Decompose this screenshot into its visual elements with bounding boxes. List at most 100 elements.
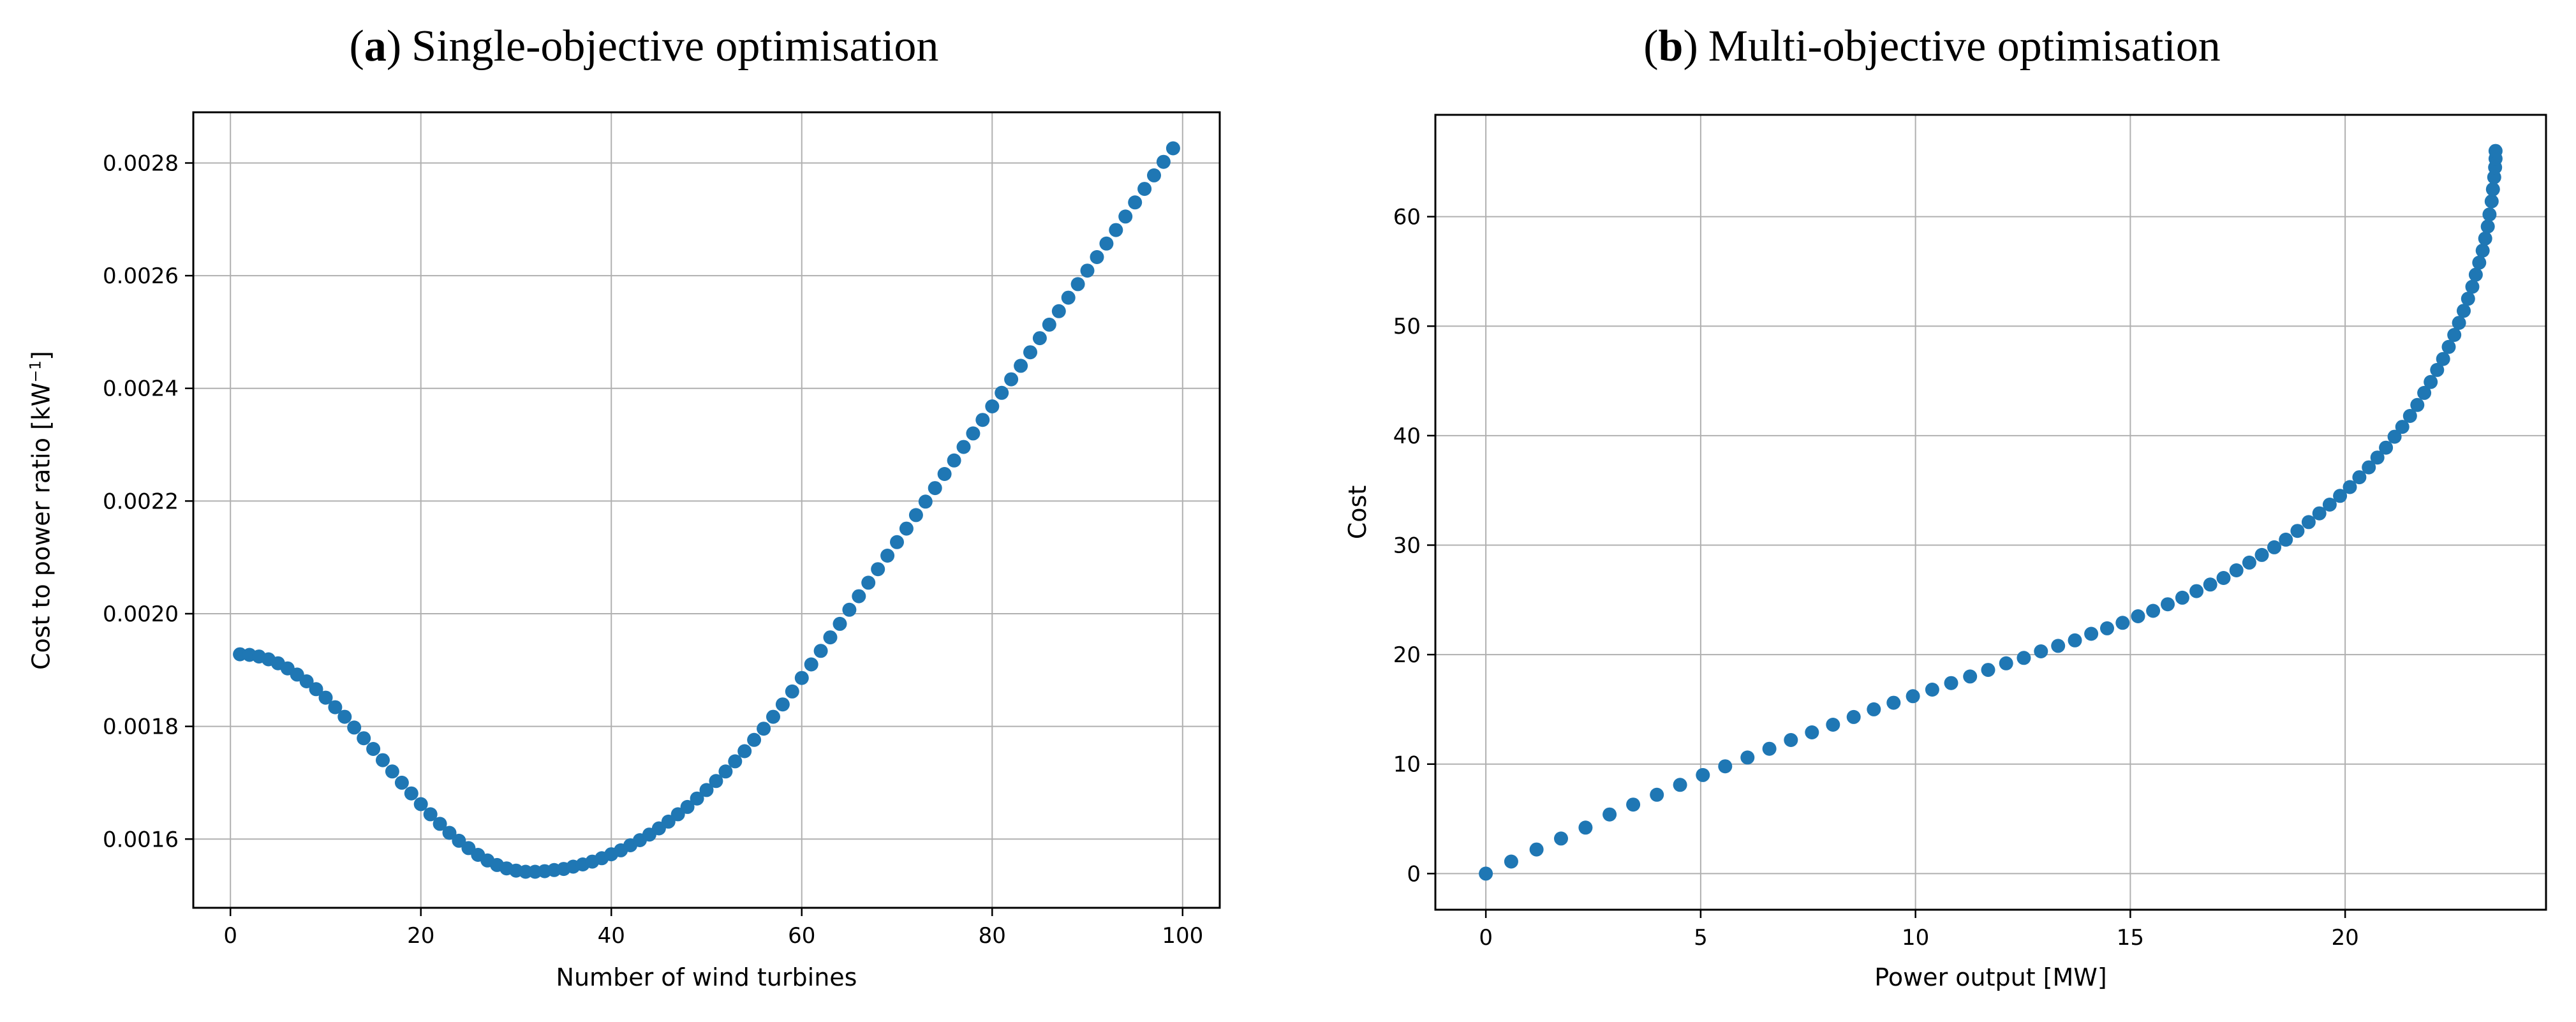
scatter-point: [1070, 277, 1085, 292]
scatter-point: [928, 481, 942, 496]
scatter-point: [1090, 250, 1104, 264]
panel-a-plot: 0 20 40 60 80 100 0.0016 0.0018 0.0020 0.0022 0.00…: [103, 111, 1221, 949]
scatter-point: [956, 440, 971, 454]
scatter-point: [757, 722, 771, 736]
y-tick-label: 60: [1393, 205, 1421, 230]
scatter-point: [2488, 144, 2503, 158]
y-tick-label: 0.0026: [103, 263, 179, 289]
x-tick-label: 60: [788, 923, 815, 949]
scatter-point: [1032, 331, 1047, 346]
scatter-point: [376, 753, 390, 767]
scatter-point: [1080, 263, 1095, 278]
scatter-point: [737, 744, 752, 759]
scatter-point: [413, 797, 428, 811]
panel-a-tag-open: (: [349, 22, 364, 71]
scatter-point: [1886, 695, 1901, 710]
scatter-point: [1603, 807, 1617, 822]
scatter-point: [309, 682, 323, 697]
panel-b-tag-open: (: [1643, 22, 1659, 71]
scatter-point: [995, 385, 1009, 400]
scatter-point: [452, 833, 466, 848]
scatter-point: [2441, 339, 2456, 354]
scatter-point: [1673, 778, 1687, 792]
scatter-point: [2484, 194, 2499, 209]
scatter-point: [2402, 409, 2417, 423]
scatter-point: [813, 644, 828, 658]
y-tick-label: 10: [1393, 752, 1421, 778]
y-tick-label: 50: [1393, 314, 1421, 339]
scatter-point: [670, 807, 685, 822]
scatter-point: [766, 709, 780, 724]
grid-lines: [193, 112, 1220, 908]
scatter-point: [2485, 182, 2500, 196]
scatter-point: [1554, 831, 1568, 846]
panel-a-xlabel: Number of wind turbines: [556, 963, 857, 991]
scatter-point: [2068, 633, 2082, 648]
y-tick-label: 0.0028: [103, 151, 179, 176]
axes-frame: [192, 111, 1221, 909]
scatter-point: [890, 535, 904, 549]
scatter-point: [1963, 669, 1978, 684]
scatter-point: [794, 670, 809, 685]
tick-marks: [1427, 216, 2346, 918]
scatter-point: [2161, 597, 2175, 612]
scatter-point: [2370, 450, 2385, 465]
tick-labels: 0 5 10 15 20 0 10 20 30 40 50 60: [1393, 205, 2359, 951]
scatter-point: [1042, 317, 1056, 332]
scatter-point: [423, 807, 438, 822]
scatter-point: [2312, 506, 2327, 521]
y-tick-label: 0.0018: [103, 715, 179, 740]
panel-b-tag-close: ): [1683, 22, 1698, 71]
scatter-point: [2189, 584, 2204, 598]
scatter-point: [2034, 644, 2048, 658]
scatter-point: [937, 467, 952, 481]
x-tick-label: 0: [1479, 925, 1493, 951]
grid-lines: [1435, 115, 2546, 910]
scatter-point: [1826, 718, 1840, 732]
y-tick-label: 40: [1393, 424, 1421, 449]
panel-a-ylabel-sup: −1: [26, 360, 45, 383]
scatter-point: [328, 700, 343, 715]
scatter-point: [442, 826, 457, 840]
panel-b-title-text: Multi-objective optimisation: [1708, 22, 2221, 71]
scatter-point: [2410, 397, 2425, 412]
scatter-point: [1846, 709, 1861, 724]
scatter-point: [1867, 702, 1881, 716]
scatter-point: [385, 764, 399, 779]
scatter-point: [880, 549, 895, 563]
scatter-point: [661, 814, 676, 829]
scatter-point: [2352, 470, 2367, 485]
scatter-point: [2478, 231, 2492, 246]
x-tick-label: 40: [598, 923, 625, 949]
scatter-point: [1906, 689, 1920, 704]
scatter-point: [842, 602, 857, 617]
x-tick-label: 80: [979, 923, 1006, 949]
scatter-point: [747, 732, 762, 747]
scatter-point: [918, 494, 933, 509]
scatter-point: [2131, 609, 2145, 623]
scatter-point: [833, 616, 847, 631]
scatter-point: [1740, 750, 1755, 765]
scatter-point: [852, 589, 866, 604]
scatter-point: [2322, 498, 2337, 512]
scatter-point: [1004, 372, 1019, 387]
y-tick-label: 0.0020: [103, 602, 179, 627]
scatter-point: [785, 684, 799, 699]
scatter-point: [366, 742, 381, 756]
scatter-point: [2475, 243, 2490, 258]
scatter-point: [299, 674, 314, 688]
scatter-point: [871, 562, 885, 577]
scatter-point: [2387, 429, 2402, 444]
scatter-point: [318, 690, 333, 705]
scatter-point: [1529, 842, 1544, 857]
scatter-point: [1999, 656, 2013, 670]
y-tick-label: 0.0022: [103, 489, 179, 514]
scatter-point: [2267, 540, 2281, 554]
scatter-point: [2301, 515, 2316, 530]
scatter-point: [2436, 352, 2450, 366]
x-tick-label: 20: [2332, 925, 2359, 951]
scatter-point: [861, 575, 876, 590]
scatter-point: [2482, 207, 2497, 222]
scatter-point: [2229, 563, 2244, 577]
panel-a-ylabel-text: Cost to power ratio [kW: [27, 382, 56, 670]
